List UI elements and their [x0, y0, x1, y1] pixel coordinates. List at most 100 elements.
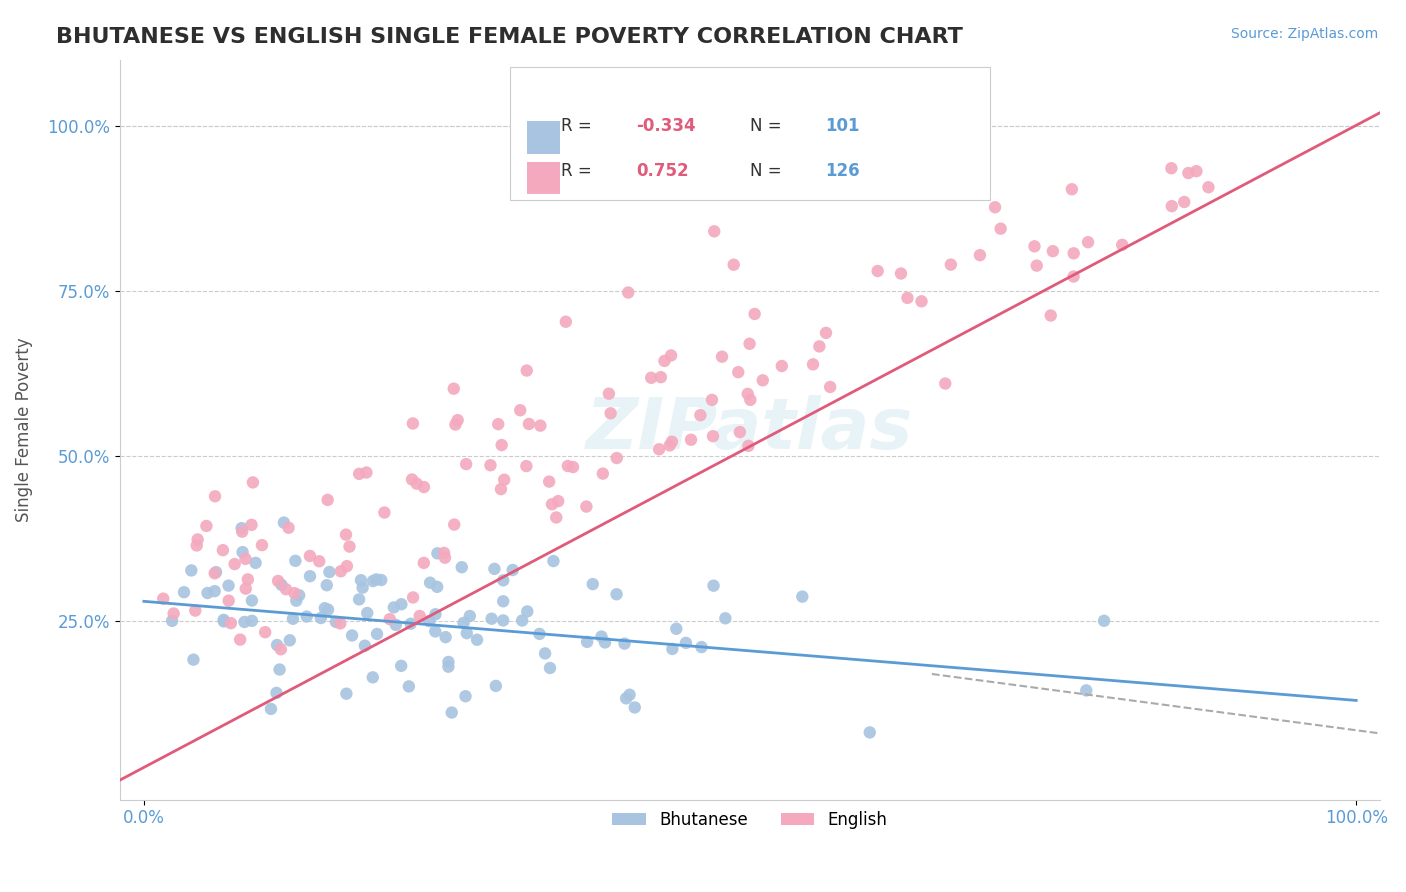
Point	[325, 615, 347, 629]
Point	[592, 467, 614, 481]
Point	[235, 582, 257, 596]
Point	[444, 417, 467, 432]
Point	[640, 371, 662, 385]
Point	[623, 700, 645, 714]
Point	[318, 565, 340, 579]
Point	[347, 467, 370, 481]
Point	[752, 373, 775, 387]
Point	[329, 564, 352, 578]
Point	[614, 691, 637, 706]
Point	[859, 725, 882, 739]
Point	[316, 602, 339, 616]
Point	[502, 563, 524, 577]
Point	[606, 451, 628, 466]
Point	[866, 264, 889, 278]
Point	[419, 575, 441, 590]
Point	[792, 590, 814, 604]
Point	[593, 635, 616, 649]
Point	[702, 429, 724, 443]
Point	[703, 224, 725, 238]
Point	[538, 661, 561, 675]
Point	[619, 688, 641, 702]
Point	[654, 354, 676, 368]
Point	[309, 611, 332, 625]
Point	[412, 556, 434, 570]
Point	[402, 417, 425, 431]
Point	[737, 439, 759, 453]
Point	[529, 627, 551, 641]
Point	[173, 585, 195, 599]
Text: 126: 126	[825, 161, 860, 179]
Point	[163, 607, 186, 621]
Point	[361, 670, 384, 684]
Point	[270, 578, 292, 592]
Point	[515, 459, 537, 474]
Point	[1092, 614, 1115, 628]
Point	[335, 527, 357, 541]
Point	[808, 339, 831, 353]
Point	[260, 702, 283, 716]
FancyBboxPatch shape	[527, 161, 560, 194]
Point	[481, 612, 503, 626]
Point	[267, 574, 290, 588]
Point	[218, 593, 240, 607]
Point	[212, 613, 235, 627]
Point	[479, 458, 502, 473]
Point	[665, 622, 688, 636]
Point	[486, 417, 509, 431]
Point	[690, 640, 713, 654]
Point	[426, 546, 449, 560]
Point	[240, 593, 263, 607]
Point	[314, 601, 336, 615]
Point	[443, 517, 465, 532]
Point	[770, 359, 793, 373]
Point	[890, 267, 912, 281]
Point	[723, 258, 745, 272]
Point	[353, 639, 375, 653]
Point	[1160, 199, 1182, 213]
Point	[485, 679, 508, 693]
FancyBboxPatch shape	[527, 121, 560, 153]
Point	[240, 614, 263, 628]
Point	[1173, 194, 1195, 209]
Point	[1111, 237, 1133, 252]
Point	[510, 614, 533, 628]
Point	[562, 460, 585, 475]
Point	[546, 510, 568, 524]
Point	[591, 630, 613, 644]
Point	[1076, 683, 1098, 698]
Point	[266, 686, 288, 700]
Point	[814, 326, 837, 340]
Point	[232, 545, 254, 559]
Point	[547, 494, 569, 508]
Point	[218, 579, 240, 593]
Point	[385, 617, 408, 632]
Point	[516, 363, 538, 377]
Point	[934, 376, 956, 391]
Point	[744, 307, 766, 321]
Point	[370, 573, 392, 587]
Point	[240, 517, 263, 532]
Point	[1185, 164, 1208, 178]
Point	[801, 357, 824, 371]
Point	[183, 652, 205, 666]
Text: N =: N =	[749, 161, 787, 179]
Point	[205, 565, 228, 579]
Point	[484, 562, 506, 576]
Point	[728, 425, 751, 439]
Point	[659, 348, 682, 362]
Point	[538, 475, 561, 489]
Point	[534, 647, 557, 661]
Point	[509, 403, 531, 417]
Point	[433, 546, 456, 560]
Point	[1063, 269, 1085, 284]
Point	[347, 592, 370, 607]
Point	[242, 475, 264, 490]
Point	[1197, 180, 1219, 194]
Point	[361, 574, 384, 588]
Point	[910, 294, 932, 309]
Point	[418, 614, 440, 628]
Point	[1077, 235, 1099, 250]
Point	[366, 573, 388, 587]
Point	[606, 587, 628, 601]
